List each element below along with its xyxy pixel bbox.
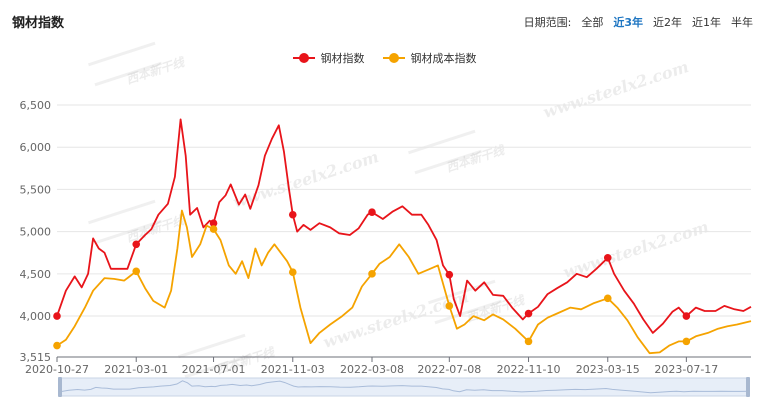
- range-option-all[interactable]: 全部: [581, 16, 604, 29]
- legend-item-steel-index[interactable]: 钢材指数: [292, 50, 365, 66]
- range-option-2y[interactable]: 近2年: [653, 16, 682, 29]
- x-tick-label: 2023-07-17: [654, 363, 718, 376]
- x-tick-label: 2022-03-08: [340, 363, 404, 376]
- series-1-point: [53, 341, 61, 350]
- series-1-point: [524, 337, 533, 346]
- series-1-point: [209, 225, 218, 233]
- series-0-point: [603, 254, 612, 262]
- series-0-point: [53, 312, 61, 320]
- y-tick-label: 3,515: [20, 351, 52, 364]
- series-0-point: [524, 309, 533, 318]
- legend-label-steel-cost-index: 钢材成本指数: [410, 52, 477, 65]
- y-tick-label: 6,000: [20, 141, 52, 154]
- y-tick-label: 4,500: [20, 268, 52, 281]
- x-tick-label: 2021-11-03: [261, 363, 325, 376]
- zoom-handle-left[interactable]: [58, 377, 62, 397]
- series-line-0: [56, 118, 752, 334]
- zoom-slider-track[interactable]: [59, 377, 749, 397]
- series-0-point: [209, 219, 218, 227]
- series-0-point: [288, 210, 297, 219]
- zoom-handle-right[interactable]: [746, 377, 750, 397]
- series-1-point: [368, 270, 376, 278]
- x-tick-label: 2022-07-08: [417, 363, 481, 376]
- series-1-point: [603, 294, 612, 303]
- series-0-point: [682, 312, 691, 320]
- page-title: 钢材指数: [12, 16, 65, 31]
- range-option-1y[interactable]: 近1年: [692, 16, 721, 29]
- legend-swatch-steel-index: [292, 53, 315, 63]
- y-tick-label: 5,500: [20, 183, 52, 196]
- range-option-half-year[interactable]: 半年: [731, 16, 753, 29]
- legend-item-steel-cost-index[interactable]: 钢材成本指数: [382, 50, 477, 66]
- x-tick-label: 2021-07-01: [182, 363, 246, 376]
- series-1-point: [288, 268, 297, 276]
- y-tick-label: 5,000: [20, 226, 52, 239]
- series-1-point: [445, 302, 454, 310]
- x-tick-label: 2022-11-10: [497, 363, 561, 376]
- chart-legend: 钢材指数 钢材成本指数: [0, 50, 769, 66]
- x-tick-label: 2021-03-01: [104, 363, 168, 376]
- series-1-point: [132, 267, 141, 276]
- zoom-slider-preview: [59, 380, 749, 394]
- series-1-point: [682, 337, 691, 346]
- series-line-1: [56, 209, 752, 355]
- series-0-point: [445, 270, 454, 279]
- series-0-point: [132, 240, 141, 249]
- legend-swatch-steel-cost-index: [382, 53, 405, 63]
- y-tick-label: 4,000: [20, 310, 52, 323]
- y-tick-label: 6,500: [20, 99, 52, 112]
- x-tick-label: 2020-10-27: [25, 363, 89, 376]
- date-range-selector: 日期范围: 全部 近3年 近2年 近1年 半年: [524, 14, 753, 30]
- legend-label-steel-index: 钢材指数: [320, 52, 365, 65]
- range-option-3y[interactable]: 近3年: [613, 16, 643, 29]
- date-range-label: 日期范围:: [523, 16, 572, 29]
- series-0-point: [368, 208, 376, 217]
- x-tick-label: 2023-03-15: [576, 363, 640, 376]
